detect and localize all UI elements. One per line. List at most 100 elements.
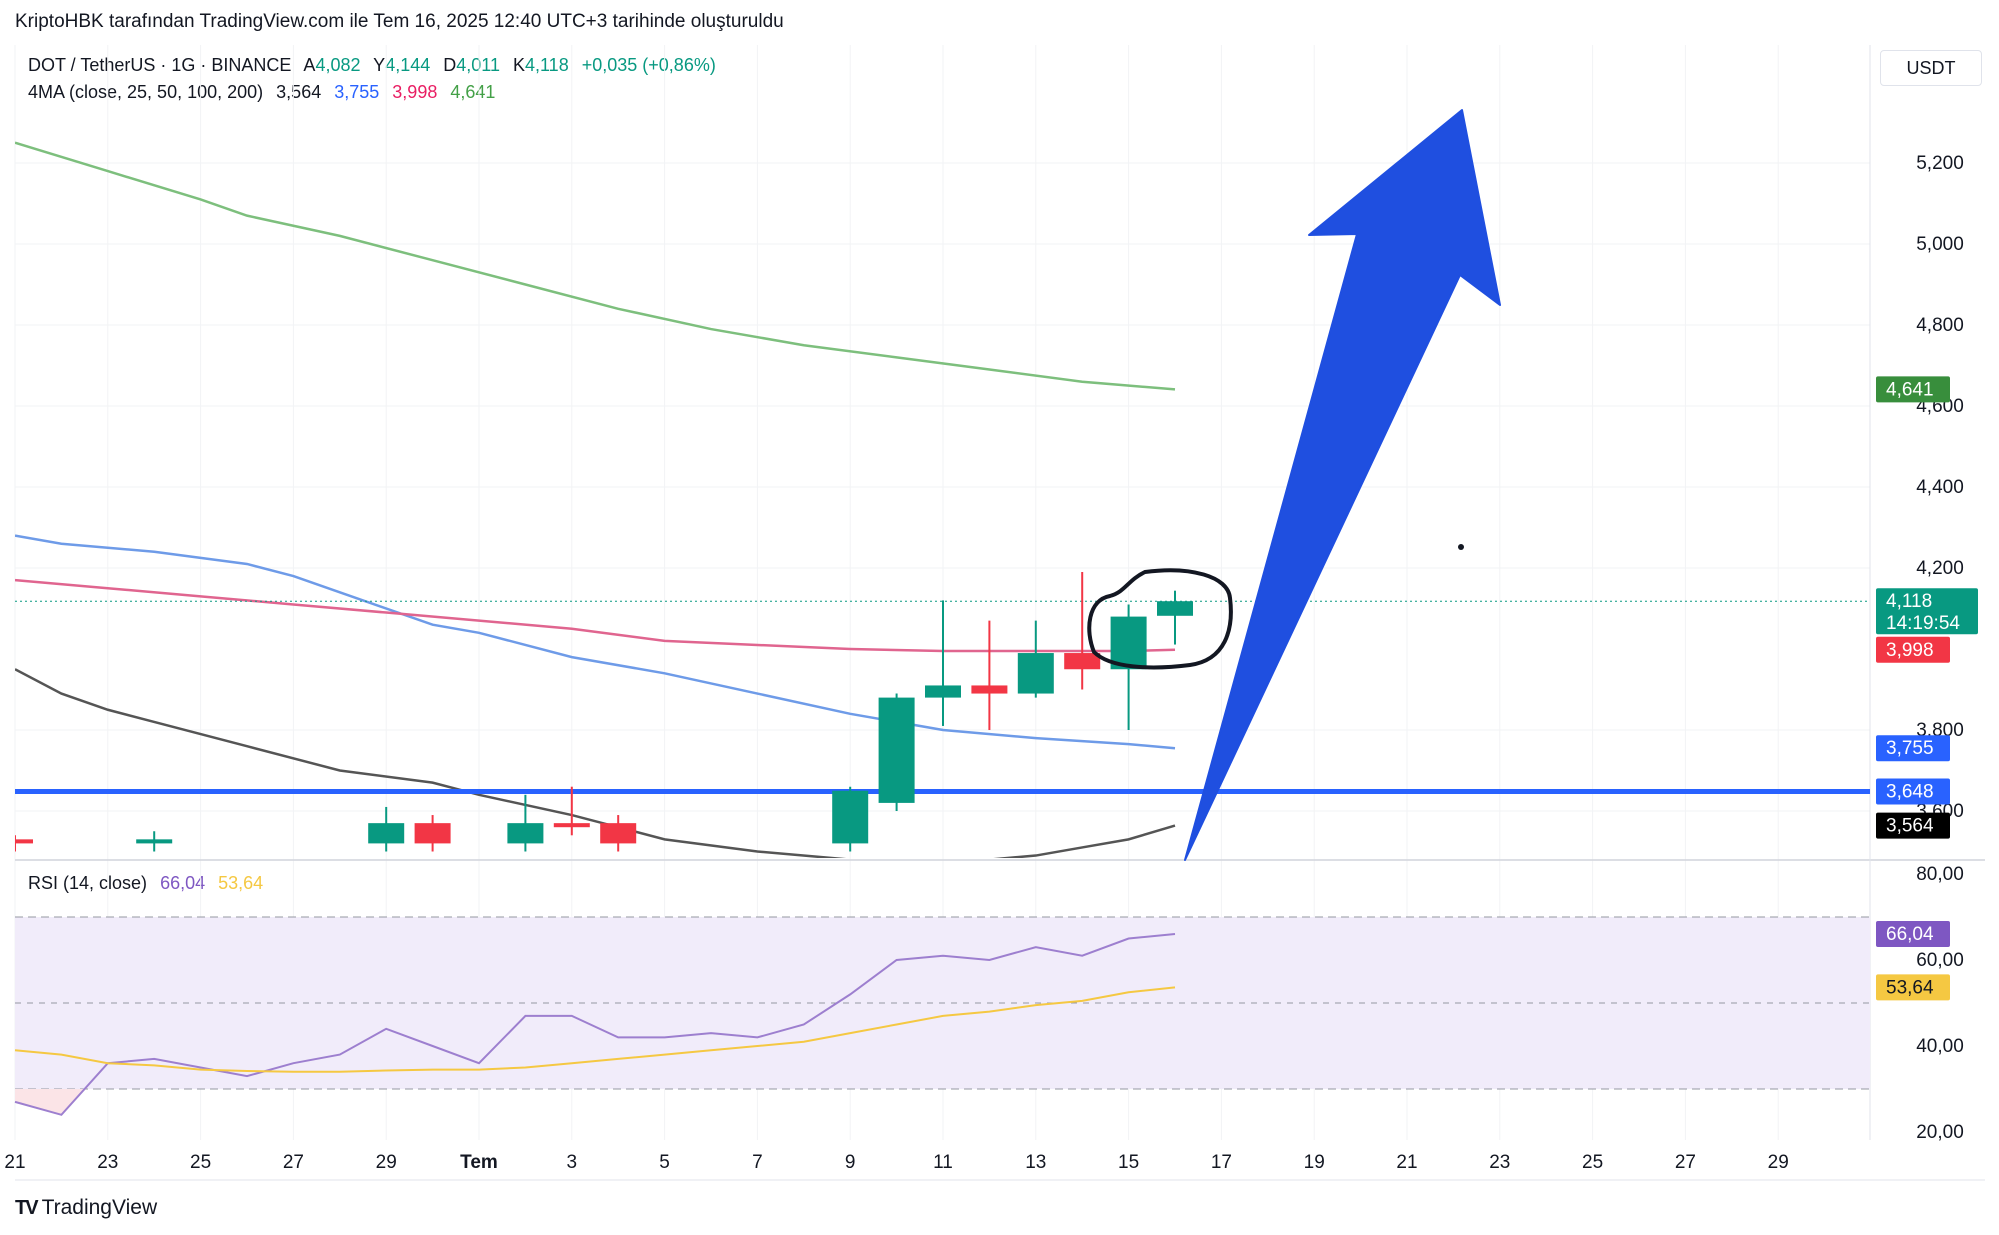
price-tick-label: 5,000: [1916, 234, 1964, 255]
change-value: +0,035 (+0,86%): [581, 55, 716, 75]
time-tick-label: 3: [567, 1152, 578, 1173]
time-tick-label: 25: [1582, 1152, 1603, 1173]
candle-body: [1017, 653, 1054, 694]
price-tag-label-last: 4,118: [1886, 591, 1932, 612]
candle: [553, 786, 590, 836]
time-tick-label: 29: [376, 1152, 397, 1173]
time-tick-label: 23: [97, 1152, 118, 1173]
price-tag-ma200: [1876, 376, 1950, 403]
candle: [1157, 590, 1193, 645]
ma-lines: [15, 141, 1176, 858]
symbol-label[interactable]: DOT / TetherUS · 1G · BINANCE: [28, 55, 292, 75]
candle-body: [971, 685, 1008, 694]
rsi-ma-value: 53,64: [218, 873, 264, 893]
drawings: [1087, 109, 1501, 861]
ma-legend[interactable]: 4MA (close, 25, 50, 100, 200) 3,564 3,75…: [28, 82, 503, 103]
candle-body: [1064, 653, 1101, 670]
ma-line-100: [15, 578, 1176, 653]
time-tick-label: 27: [283, 1152, 304, 1173]
price-tick-label: 4,800: [1916, 315, 1964, 336]
high-value: 4,144: [385, 55, 431, 75]
ma100-value: 3,998: [392, 82, 438, 102]
high-label: Y: [373, 55, 386, 75]
candle-body: [832, 790, 869, 844]
rsi-tag-label: 53,64: [1886, 977, 1934, 998]
time-tick-label: 25: [190, 1152, 211, 1173]
candle: [136, 831, 173, 852]
candle-body: [925, 685, 961, 698]
rsi-tick-label: 20,00: [1916, 1122, 1964, 1143]
low-label: D: [443, 55, 457, 75]
time-tick-label: Tem: [460, 1152, 498, 1173]
candle-body: [507, 823, 544, 844]
close-value: 4,118: [525, 55, 569, 75]
rsi-axis[interactable]: 80,00 60,00 40,00 20,00: [1916, 864, 1964, 1143]
rsi-value: 66,04: [160, 873, 206, 893]
ma50-value: 3,755: [334, 82, 380, 102]
open-value: 4,082: [315, 55, 361, 75]
rsi-tick-label: 40,00: [1916, 1036, 1964, 1057]
rsi-tick-label: 80,00: [1916, 864, 1964, 885]
time-tick-label: 27: [1675, 1152, 1696, 1173]
candle: [971, 620, 1008, 730]
candle-body: [600, 823, 637, 844]
price-tick-label: 3,800: [1916, 720, 1964, 741]
time-tick-label: 23: [1489, 1152, 1510, 1173]
open-label: A: [303, 55, 316, 75]
ma-title: 4MA (close, 25, 50, 100, 200): [28, 82, 264, 102]
candle: [15, 835, 33, 852]
time-tick-label: 5: [659, 1152, 670, 1173]
rsi-legend[interactable]: RSI (14, close) 66,04 53,64: [28, 873, 271, 894]
rsi-band-fill: [15, 917, 1870, 1089]
time-tick-label: 7: [752, 1152, 763, 1173]
candle-body: [878, 697, 915, 803]
price-tag-ma25: [1876, 812, 1950, 839]
price-tag-support: [1876, 778, 1950, 805]
up-arrow-drawing: [1184, 109, 1501, 861]
brand-label: TradingView: [41, 1196, 158, 1219]
price-tag-label-ma25: 3,564: [1886, 816, 1934, 837]
time-tick-label: 11: [933, 1152, 953, 1173]
candle-body: [553, 823, 590, 828]
tradingview-mark-icon: TV: [15, 1196, 39, 1219]
candle-body: [414, 823, 451, 844]
ma200-value: 4,641: [450, 82, 496, 102]
candle-body: [136, 839, 173, 844]
price-tag-last: [1876, 588, 1978, 635]
price-tag-label-ma200: 4,641: [1886, 379, 1934, 400]
price-tick-label: 4,200: [1916, 558, 1964, 579]
highlight-circle-drawing: [1087, 568, 1233, 670]
chart-caption: KriptoHBK tarafından TradingView.com ile…: [15, 11, 784, 32]
time-tick-label: 17: [1211, 1152, 1232, 1173]
rsi-tick-label: 60,00: [1916, 950, 1964, 971]
rsi-oversold-fill: [15, 1089, 85, 1115]
rsi-title: RSI (14, close): [28, 873, 148, 893]
time-axis[interactable]: 21 23 25 27 29 Tem 3 5 7 9 11 13 15 17 19 21 23 25 27 29: [4, 1152, 1788, 1173]
candle: [1110, 604, 1147, 730]
grid-lines: [14, 45, 1985, 1181]
candle-body: [1110, 616, 1147, 670]
price-tag-label-support: 3,648: [1886, 782, 1934, 803]
price-tick-label: 4,400: [1916, 477, 1964, 498]
tradingview-logo[interactable]: TV TradingView: [15, 1196, 157, 1220]
candle: [600, 815, 637, 852]
ma25-value: 3,564: [276, 82, 322, 102]
candle: [1064, 572, 1101, 690]
dot-marker: [1458, 544, 1464, 550]
price-tick-label: 3,600: [1916, 801, 1964, 822]
rsi-ma-line: [14, 986, 1176, 1073]
price-axis[interactable]: 5,200 5,000 4,800 4,600 4,400 4,200 3,800 3,600: [1916, 153, 1964, 822]
currency-button[interactable]: USDT: [1880, 50, 1982, 86]
time-tick-label: 13: [1025, 1152, 1046, 1173]
rsi-tag: [1876, 974, 1950, 1001]
price-tag-ma50: [1876, 735, 1950, 762]
candle: [507, 794, 544, 852]
ma-line-50: [15, 534, 1176, 750]
support-line-layer: [15, 600, 1870, 795]
candles: [15, 572, 1193, 852]
time-tick-label: 21: [1396, 1152, 1417, 1173]
ma-line-25: [15, 668, 1176, 858]
rsi-panel: [14, 916, 1870, 1116]
